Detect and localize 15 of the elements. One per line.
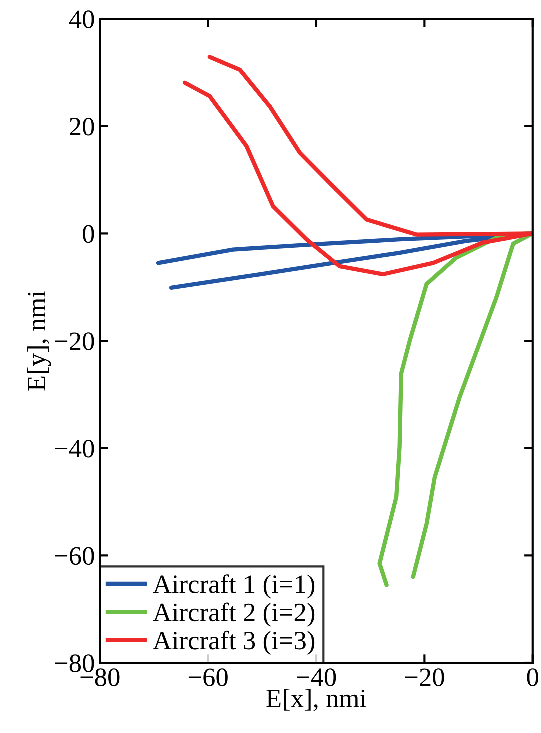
- x-tick-label: −60: [188, 668, 228, 686]
- y-tick-label: 20: [70, 118, 94, 136]
- legend-label: Aircraft 3 (i=3): [153, 630, 315, 656]
- y-tick-label: 40: [69, 10, 94, 28]
- y-tick-label: 0: [83, 225, 94, 244]
- x-tick-label: 0: [527, 668, 538, 686]
- x-tick-label: −20: [405, 668, 444, 686]
- y-tick-label: −60: [55, 547, 94, 566]
- y-tick-label: −20: [55, 332, 94, 350]
- y-tick-label: −40: [55, 440, 94, 458]
- x-axis-title: E[x], nmi: [266, 689, 367, 712]
- x-tick-label: −40: [297, 668, 336, 686]
- y-axis-title: E[y], nmi: [27, 290, 52, 391]
- legend-label: Aircraft 1 (i=1): [153, 574, 315, 599]
- legend-label: Aircraft 2 (i=2): [153, 602, 315, 627]
